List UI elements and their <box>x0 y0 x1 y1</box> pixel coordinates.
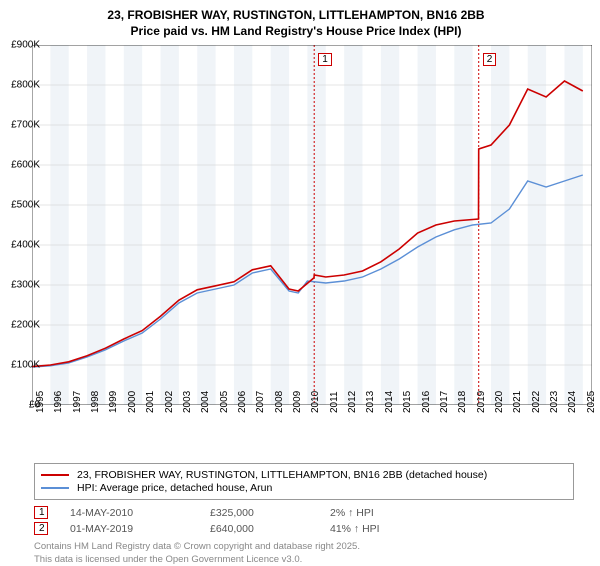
y-tick-label: £500K <box>11 200 40 211</box>
x-tick-label: 2004 <box>200 391 211 413</box>
data-point-row: 2 01-MAY-2019£640,00041% ↑ HPI <box>34 522 588 535</box>
data-row-delta: 2% ↑ HPI <box>330 507 450 519</box>
chart-marker-label: 1 <box>318 53 332 66</box>
x-tick-label: 2009 <box>292 391 303 413</box>
x-tick-label: 2018 <box>457 391 468 413</box>
x-tick-label: 2020 <box>494 391 505 413</box>
legend-label: 23, FROBISHER WAY, RUSTINGTON, LITTLEHAM… <box>77 469 487 481</box>
legend-box: 23, FROBISHER WAY, RUSTINGTON, LITTLEHAM… <box>34 463 574 500</box>
y-tick-label: £100K <box>11 360 40 371</box>
x-tick-label: 2015 <box>402 391 413 413</box>
legend-item: HPI: Average price, detached house, Arun <box>41 482 567 494</box>
x-tick-label: 2025 <box>586 391 597 413</box>
x-tick-label: 2000 <box>127 391 138 413</box>
y-tick-label: £400K <box>11 240 40 251</box>
y-axis-labels: £0£100K£200K£300K£400K£500K£600K£700K£80… <box>4 45 40 405</box>
x-tick-label: 2006 <box>237 391 248 413</box>
x-tick-label: 1996 <box>53 391 64 413</box>
plot-svg <box>32 45 592 405</box>
data-row-date: 14-MAY-2010 <box>70 507 210 519</box>
x-tick-label: 1995 <box>35 391 46 413</box>
footer-line-1: Contains HM Land Registry data © Crown c… <box>34 541 588 553</box>
x-tick-label: 2013 <box>365 391 376 413</box>
x-tick-label: 1997 <box>72 391 83 413</box>
y-tick-label: £900K <box>11 40 40 51</box>
data-point-row: 1 14-MAY-2010£325,0002% ↑ HPI <box>34 506 588 519</box>
x-tick-label: 2002 <box>164 391 175 413</box>
y-tick-label: £300K <box>11 280 40 291</box>
data-row-marker: 2 <box>34 522 48 535</box>
chart-title: 23, FROBISHER WAY, RUSTINGTON, LITTLEHAM… <box>4 8 588 39</box>
x-tick-label: 2001 <box>145 391 156 413</box>
data-row-price: £325,000 <box>210 507 330 519</box>
data-points-table: 1 14-MAY-2010£325,0002% ↑ HPI 2 01-MAY-2019… <box>34 506 588 535</box>
x-tick-label: 2016 <box>421 391 432 413</box>
y-tick-label: £600K <box>11 160 40 171</box>
footer-attribution: Contains HM Land Registry data © Crown c… <box>34 541 588 566</box>
data-row-price: £640,000 <box>210 523 330 535</box>
x-tick-label: 1998 <box>90 391 101 413</box>
x-tick-label: 2003 <box>182 391 193 413</box>
legend-swatch <box>41 487 69 489</box>
x-tick-label: 2012 <box>347 391 358 413</box>
y-tick-label: £200K <box>11 320 40 331</box>
x-axis-labels: 1995199619971998199920002001200220032004… <box>32 405 592 455</box>
x-tick-label: 1999 <box>108 391 119 413</box>
x-tick-label: 2021 <box>512 391 523 413</box>
legend-swatch <box>41 474 69 476</box>
legend-item: 23, FROBISHER WAY, RUSTINGTON, LITTLEHAM… <box>41 469 567 481</box>
x-tick-label: 2023 <box>549 391 560 413</box>
title-line-1: 23, FROBISHER WAY, RUSTINGTON, LITTLEHAM… <box>4 8 588 24</box>
y-tick-label: £800K <box>11 80 40 91</box>
x-tick-label: 2007 <box>255 391 266 413</box>
x-tick-label: 2010 <box>310 391 321 413</box>
chart-container: 23, FROBISHER WAY, RUSTINGTON, LITTLEHAM… <box>0 0 600 560</box>
x-tick-label: 2022 <box>531 391 542 413</box>
x-tick-label: 2019 <box>476 391 487 413</box>
x-tick-label: 2017 <box>439 391 450 413</box>
title-line-2: Price paid vs. HM Land Registry's House … <box>4 24 588 40</box>
data-row-delta: 41% ↑ HPI <box>330 523 450 535</box>
x-tick-label: 2024 <box>567 391 578 413</box>
data-row-date: 01-MAY-2019 <box>70 523 210 535</box>
x-tick-label: 2011 <box>329 392 340 414</box>
x-tick-label: 2005 <box>219 391 230 413</box>
chart-marker-label: 2 <box>483 53 497 66</box>
legend-label: HPI: Average price, detached house, Arun <box>77 482 272 494</box>
data-row-marker: 1 <box>34 506 48 519</box>
x-tick-label: 2008 <box>274 391 285 413</box>
y-tick-label: £700K <box>11 120 40 131</box>
plot-area: £0£100K£200K£300K£400K£500K£600K£700K£80… <box>32 45 592 405</box>
x-tick-label: 2014 <box>384 391 395 413</box>
